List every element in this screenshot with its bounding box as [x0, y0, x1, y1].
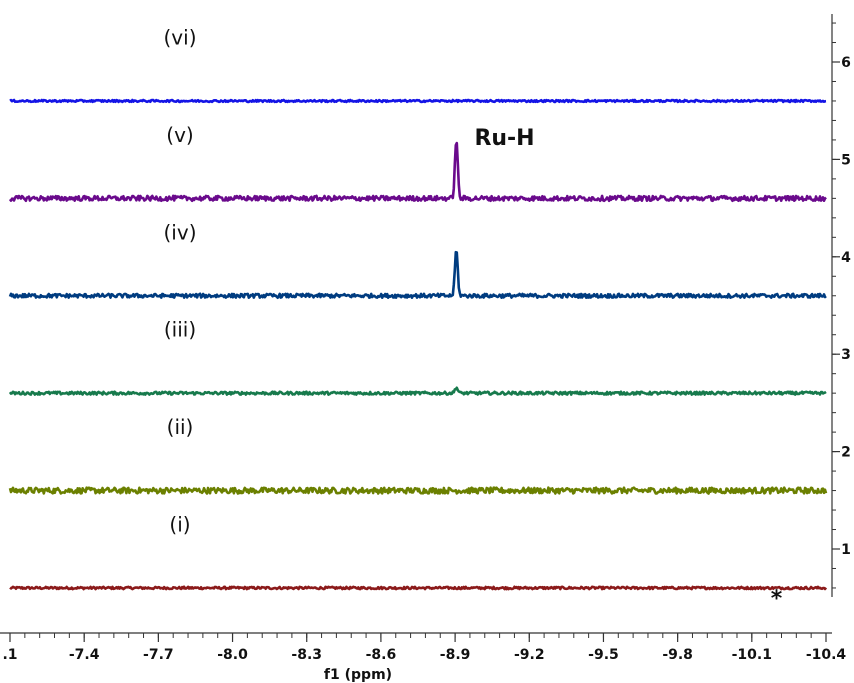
x-tick-label: -10.1	[732, 647, 772, 663]
y-tick-label: 1	[841, 542, 851, 558]
x-tick-label: -8.9	[440, 647, 471, 663]
x-axis: .1 -7.4 -7.7 -8.0 -8.3 -8.6 -8.9 -9.2 -9.5 -9.8 -1…	[0, 632, 847, 663]
spectrum-trace	[8, 141, 827, 203]
y-tick-label: 5	[841, 152, 851, 168]
y-tick-label: 3	[841, 347, 851, 363]
x-tick-label: -9.8	[662, 647, 693, 663]
y-tick-label: 2	[841, 445, 851, 461]
x-tick-label: -8.6	[366, 647, 397, 663]
trace-label: (vi)	[164, 25, 197, 49]
trace-label: (iii)	[164, 318, 196, 342]
annotations: Ru-H *	[474, 126, 782, 612]
x-tick-label: -9.5	[588, 647, 619, 663]
x-tick-label: -8.3	[291, 647, 322, 663]
x-tick-label: -10.4	[806, 647, 847, 663]
trace-label: (ii)	[167, 415, 194, 439]
x-tick-label: -9.2	[514, 647, 545, 663]
y-tick-label: 6	[841, 55, 851, 71]
y-tick-label: 4	[841, 250, 851, 266]
x-tick-label: -7.4	[69, 647, 100, 663]
spectrum-trace	[8, 250, 827, 299]
trace-label: (i)	[169, 512, 190, 536]
peak-annotation: Ru-H	[474, 126, 534, 151]
spectrum-trace	[9, 585, 828, 591]
spectrum-trace	[9, 98, 827, 104]
x-tick-label: -8.0	[217, 647, 248, 663]
x-axis-label: f1 (ppm)	[324, 667, 392, 683]
trace-label: (iv)	[164, 220, 197, 244]
x-tick-label: -7.7	[143, 647, 174, 663]
spectra-traces	[8, 98, 828, 591]
x-tick-label: .1	[2, 647, 17, 663]
spectrum-trace	[8, 386, 827, 396]
trace-label: (v)	[166, 123, 193, 147]
y-axis: 1 2 3 4 5 6	[831, 14, 851, 597]
trace-labels: (i) (ii) (iii) (iv) (v) (vi)	[164, 25, 197, 536]
asterisk-annotation: *	[771, 586, 783, 611]
spectrum-trace	[8, 486, 828, 495]
